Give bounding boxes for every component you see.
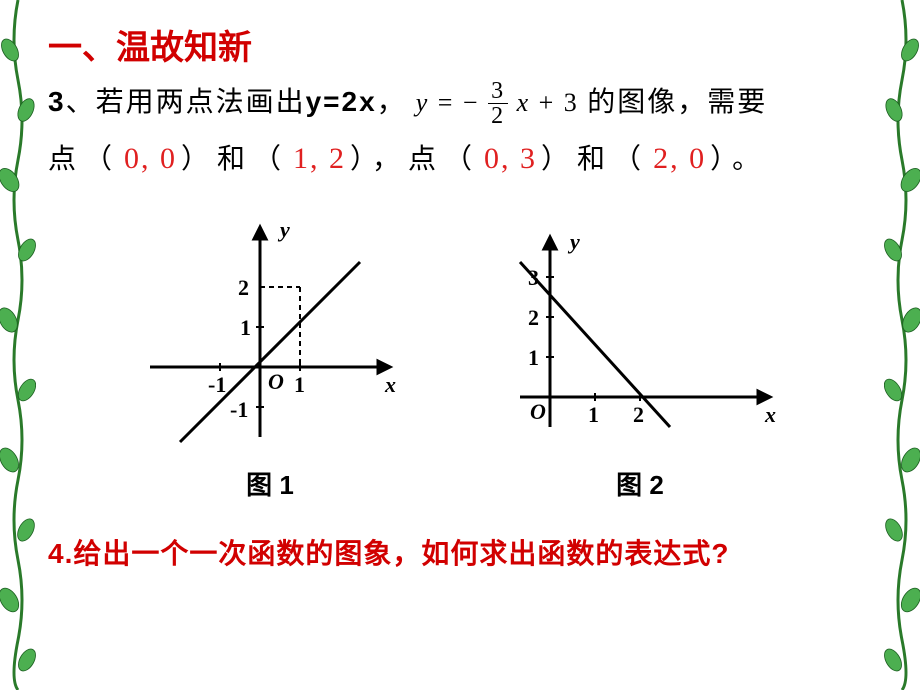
q4-number: 4. xyxy=(48,538,73,569)
q3-number: 3 xyxy=(48,86,66,117)
svg-text:y: y xyxy=(277,217,290,242)
decorative-vine-right xyxy=(884,0,920,690)
question-3: 3、若用两点法画出y=2x， y = − 32 x + 3 的图像，需要 点（0… xyxy=(48,75,872,187)
svg-text:x: x xyxy=(384,372,396,397)
svg-text:1: 1 xyxy=(588,402,599,427)
question-4: 4.给出一个一次函数的图象，如何求出函数的表达式? xyxy=(48,532,872,572)
figure-2-label: 图 2 xyxy=(490,465,790,502)
figures-row: y x O -1 1 2 1 -1 图 1 xyxy=(48,207,872,502)
svg-text:y: y xyxy=(567,229,580,254)
svg-text:1: 1 xyxy=(528,345,539,370)
function-2: y = − 32 x + 3 xyxy=(416,88,588,117)
figure-1: y x O -1 1 2 1 -1 图 1 xyxy=(130,207,410,502)
answer-3: 0, 3 xyxy=(480,142,541,175)
svg-text:2: 2 xyxy=(633,402,644,427)
svg-text:2: 2 xyxy=(528,305,539,330)
section-title: 一、温故知新 xyxy=(48,20,872,69)
svg-text:3: 3 xyxy=(528,265,539,290)
svg-text:-1: -1 xyxy=(208,372,226,397)
svg-text:1: 1 xyxy=(240,315,251,340)
answer-2: 1, 2 xyxy=(289,142,350,175)
svg-text:1: 1 xyxy=(294,372,305,397)
svg-text:2: 2 xyxy=(238,275,249,300)
decorative-vine-left xyxy=(0,0,36,690)
answer-1: 0, 0 xyxy=(120,142,181,175)
svg-text:O: O xyxy=(268,369,284,394)
slide-content: 一、温故知新 3、若用两点法画出y=2x， y = − 32 x + 3 的图像… xyxy=(48,20,872,572)
svg-text:-1: -1 xyxy=(230,397,248,422)
svg-text:O: O xyxy=(530,399,546,424)
answer-4: 2, 0 xyxy=(649,142,710,175)
figure-2: y x O 1 2 3 2 1 图 2 xyxy=(490,207,790,502)
function-1: y=2x xyxy=(306,86,377,117)
fraction: 32 xyxy=(488,79,508,128)
svg-text:x: x xyxy=(764,402,776,427)
figure-1-label: 图 1 xyxy=(130,465,410,502)
